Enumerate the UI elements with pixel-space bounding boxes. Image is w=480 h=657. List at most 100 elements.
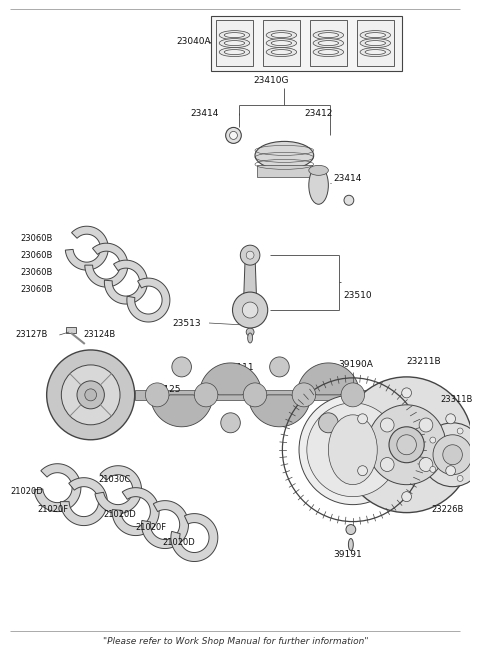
Text: 23226B: 23226B [431,505,463,514]
Text: 39191: 39191 [333,550,362,559]
Polygon shape [171,514,218,562]
Circle shape [246,328,254,336]
Circle shape [446,466,456,476]
Circle shape [319,413,338,433]
Ellipse shape [224,33,245,37]
Polygon shape [112,487,159,535]
Circle shape [145,383,169,407]
Circle shape [243,383,267,407]
Text: 23127B: 23127B [15,330,48,340]
Ellipse shape [360,47,391,57]
Circle shape [77,381,104,409]
Ellipse shape [365,33,385,37]
Bar [135,390,372,400]
Circle shape [172,357,192,377]
Circle shape [299,395,407,505]
Polygon shape [299,363,358,395]
Polygon shape [95,466,142,514]
Circle shape [474,452,480,458]
Text: 21020F: 21020F [38,505,69,514]
Circle shape [292,383,316,407]
Circle shape [270,357,289,377]
Polygon shape [85,243,128,287]
Text: 23060B: 23060B [20,284,53,294]
Ellipse shape [255,141,314,170]
Ellipse shape [309,166,328,204]
Text: 21020D: 21020D [162,538,195,547]
Polygon shape [104,260,147,304]
Ellipse shape [328,415,377,485]
Ellipse shape [271,33,292,37]
Circle shape [358,466,368,476]
Ellipse shape [266,47,297,57]
Text: 23513: 23513 [172,319,201,327]
Text: 23060B: 23060B [20,251,53,260]
Polygon shape [127,278,170,322]
Circle shape [246,251,254,259]
Circle shape [61,365,120,425]
Circle shape [402,388,411,398]
Circle shape [380,418,394,432]
Polygon shape [250,395,309,427]
Text: 39190A: 39190A [338,361,373,369]
Circle shape [446,414,456,424]
Ellipse shape [224,41,245,45]
Ellipse shape [271,49,292,55]
Circle shape [430,466,436,472]
Circle shape [229,131,238,139]
Circle shape [346,524,356,535]
Ellipse shape [266,31,297,39]
Polygon shape [65,226,108,270]
Circle shape [443,445,462,464]
Polygon shape [152,395,211,427]
Ellipse shape [360,31,391,39]
Ellipse shape [271,41,292,45]
Polygon shape [243,255,257,310]
Text: 23510: 23510 [343,290,372,300]
Ellipse shape [313,39,344,47]
Circle shape [358,414,368,424]
Text: 21020D: 21020D [11,487,43,496]
Bar [216,20,253,66]
Text: 23414: 23414 [191,109,219,118]
Circle shape [344,195,354,205]
Circle shape [430,437,436,443]
Polygon shape [34,464,81,512]
Circle shape [389,427,424,463]
Ellipse shape [313,47,344,57]
Ellipse shape [318,41,338,45]
Ellipse shape [248,333,252,343]
Circle shape [340,377,473,512]
Circle shape [232,292,268,328]
Circle shape [307,403,399,497]
Circle shape [447,486,455,493]
Text: 23124B: 23124B [84,330,116,340]
Text: 23125: 23125 [152,386,181,394]
Circle shape [380,457,394,472]
Text: 23111: 23111 [226,363,254,373]
Ellipse shape [365,49,385,55]
Text: 23060B: 23060B [20,234,53,242]
Bar [66,327,76,333]
Bar [357,20,394,66]
Polygon shape [201,363,260,395]
Ellipse shape [266,39,297,47]
Text: 23040A: 23040A [177,37,211,46]
Bar [310,20,347,66]
Polygon shape [60,478,108,526]
Circle shape [421,423,480,487]
Text: "Please refer to Work Shop Manual for further information": "Please refer to Work Shop Manual for fu… [103,637,368,646]
Circle shape [397,435,416,455]
Polygon shape [142,501,189,549]
Circle shape [419,457,433,472]
Text: 21020D: 21020D [103,510,136,519]
Text: 23060B: 23060B [20,267,53,277]
Ellipse shape [318,49,338,55]
Text: 23412: 23412 [304,109,332,118]
Bar [211,16,402,70]
Ellipse shape [309,166,328,175]
Circle shape [194,383,218,407]
Ellipse shape [365,41,385,45]
Circle shape [240,245,260,265]
Circle shape [226,127,241,143]
